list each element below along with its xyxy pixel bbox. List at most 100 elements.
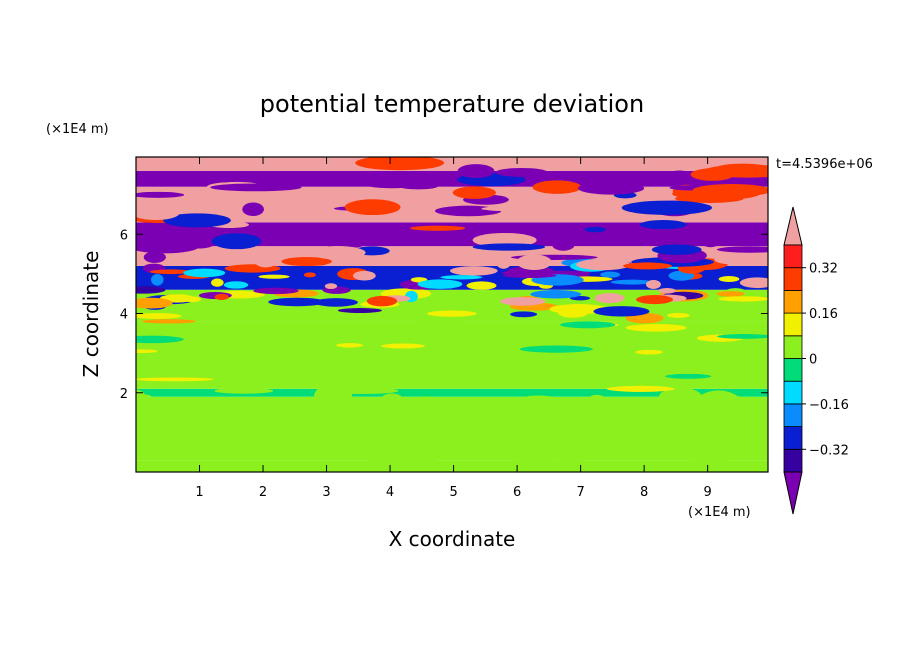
contour-blob: [530, 290, 582, 299]
colorbar-tick-label: −0.32: [809, 443, 849, 458]
contour-blob: [549, 381, 608, 386]
colorbar: 0.32 0.16 0 −0.16 −0.32: [783, 206, 849, 515]
contour-blob: [721, 359, 768, 368]
contour-blob: [699, 232, 722, 248]
contour-blob: [136, 335, 184, 344]
contour-blob: [496, 259, 511, 269]
contour-blob: [510, 311, 538, 318]
contour-blob: [514, 395, 563, 410]
contour-blob: [502, 273, 557, 278]
contour-blob: [214, 293, 229, 301]
contour-blob: [635, 349, 663, 355]
contour-blob: [735, 421, 762, 437]
contour-blob: [344, 199, 401, 216]
contour-blob: [163, 213, 231, 228]
chart-title: potential temperature deviation: [260, 90, 644, 118]
contour-blob: [583, 394, 610, 418]
contour-blob: [336, 343, 364, 348]
x-axis-ticks: 1 2 3 4 5 6 7 8 9: [195, 157, 712, 500]
contour-blob: [136, 233, 197, 249]
contour-blob: [405, 396, 445, 418]
x-tick-label: 7: [576, 485, 584, 500]
contour-blob: [576, 258, 631, 271]
contour-blob: [516, 454, 555, 468]
contour-blob: [584, 226, 606, 233]
contour-blob: [136, 312, 182, 319]
contour-blob: [281, 256, 332, 267]
colorbar-tick-label: 0.32: [809, 262, 838, 277]
contour-blob: [268, 297, 326, 307]
colorbar-tick-label: 0: [809, 353, 817, 368]
contour-blob: [578, 181, 645, 195]
contour-blob: [558, 444, 583, 464]
contour-band: [136, 460, 768, 472]
contour-blob: [593, 306, 650, 317]
contour-blob: [366, 295, 398, 307]
contour-blob: [665, 170, 694, 182]
contour-blob: [705, 446, 727, 468]
contour-blob: [240, 341, 288, 350]
contour-blob: [519, 345, 593, 353]
contour-blob: [211, 233, 262, 250]
contour-blob: [440, 275, 483, 280]
colorbar-segment: [783, 426, 803, 450]
contour-blob: [136, 286, 166, 294]
contour-blob: [739, 277, 768, 289]
contour-blob: [355, 157, 445, 171]
contour-blob: [625, 323, 687, 332]
contour-blob: [426, 310, 477, 317]
contour-blob: [366, 355, 421, 363]
contour-blob: [717, 334, 768, 339]
contour-blob: [716, 291, 745, 297]
y-tick-label: 2: [120, 387, 128, 402]
contour-blob: [666, 312, 690, 318]
x-scale-label: (×1E4 m): [688, 505, 751, 520]
contour-blob: [136, 191, 185, 198]
contour-blob: [258, 274, 290, 279]
contour-blob: [337, 308, 382, 314]
colorbar-segment: [783, 403, 803, 427]
contour-blob: [303, 272, 316, 278]
contour-blob: [433, 434, 482, 446]
colorbar-extend-bottom: [783, 471, 803, 515]
contour-blob: [692, 183, 768, 197]
colorbar-segment: [783, 267, 803, 291]
contour-blob: [417, 279, 463, 289]
contour-blob: [714, 163, 768, 176]
contour-blob: [141, 319, 197, 324]
contour-blob: [162, 173, 249, 183]
contour-blob: [209, 405, 228, 435]
contour-blob: [718, 296, 768, 302]
contour-blob: [714, 255, 747, 265]
x-axis-label: X coordinate: [389, 527, 516, 551]
contour-blob: [716, 246, 768, 253]
contour-blob: [718, 276, 740, 282]
contour-blob: [696, 395, 740, 399]
colorbar-segment: [783, 358, 803, 382]
x-tick-label: 9: [704, 485, 712, 500]
contour-blob: [646, 279, 661, 289]
contour-blob: [214, 387, 274, 394]
contour-blob: [610, 279, 653, 285]
contour-blob: [452, 186, 496, 199]
contour-blob: [136, 349, 158, 354]
colorbar-segment: [783, 380, 803, 405]
contour-blob: [313, 298, 358, 307]
y-scale-label: (×1E4 m): [46, 122, 109, 137]
contour-blob: [253, 287, 299, 295]
contour-blob: [309, 245, 366, 260]
colorbar-tick-label: 0.16: [809, 307, 838, 322]
contour-blob: [600, 271, 621, 278]
contour-blob: [324, 283, 338, 290]
contour-blob: [481, 206, 543, 212]
contour-blob: [268, 198, 338, 209]
contour-blob: [400, 448, 436, 471]
contour-blob: [621, 200, 712, 215]
contour-blob: [246, 416, 290, 443]
contour-blob: [136, 394, 152, 399]
contour-blob: [143, 251, 166, 263]
contour-blob: [560, 321, 616, 329]
contour-blob: [665, 373, 712, 379]
colorbar-segment: [783, 244, 803, 269]
